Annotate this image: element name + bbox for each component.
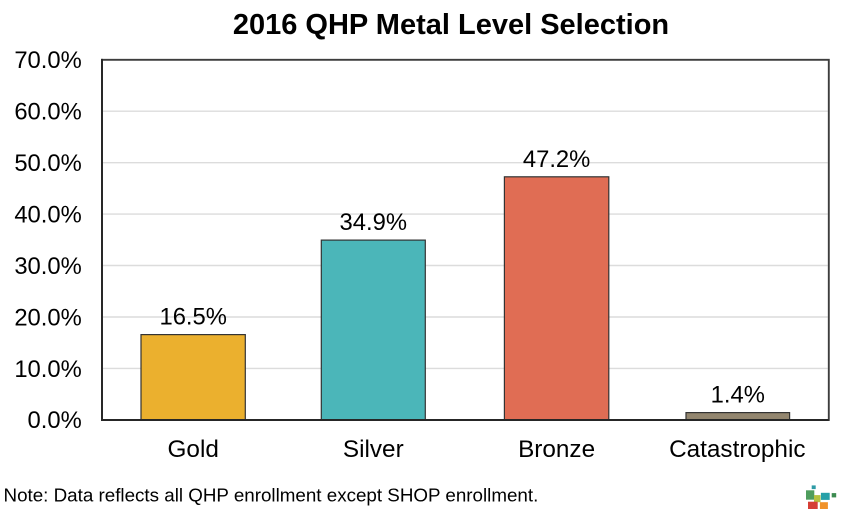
svg-text:1.4%: 1.4%: [711, 382, 765, 409]
svg-text:34.9%: 34.9%: [340, 209, 407, 236]
svg-text:0.0%: 0.0%: [28, 407, 82, 434]
svg-text:70.0%: 70.0%: [14, 47, 81, 74]
svg-text:30.0%: 30.0%: [14, 253, 81, 280]
svg-text:2016 QHP Metal Level Selection: 2016 QHP Metal Level Selection: [233, 9, 669, 41]
svg-text:Bronze: Bronze: [518, 436, 595, 463]
svg-text:Gold: Gold: [168, 436, 219, 463]
svg-text:10.0%: 10.0%: [14, 356, 81, 383]
svg-text:40.0%: 40.0%: [14, 202, 81, 229]
svg-text:47.2%: 47.2%: [523, 146, 590, 173]
svg-text:Catastrophic: Catastrophic: [669, 436, 805, 463]
svg-text:20.0%: 20.0%: [14, 304, 81, 331]
svg-text:Silver: Silver: [343, 436, 404, 463]
svg-text:50.0%: 50.0%: [14, 150, 81, 177]
svg-text:16.5%: 16.5%: [159, 303, 226, 330]
svg-text:Note: Data reflects all QHP en: Note: Data reflects all QHP enrollment e…: [4, 484, 539, 505]
svg-text:60.0%: 60.0%: [14, 99, 81, 126]
